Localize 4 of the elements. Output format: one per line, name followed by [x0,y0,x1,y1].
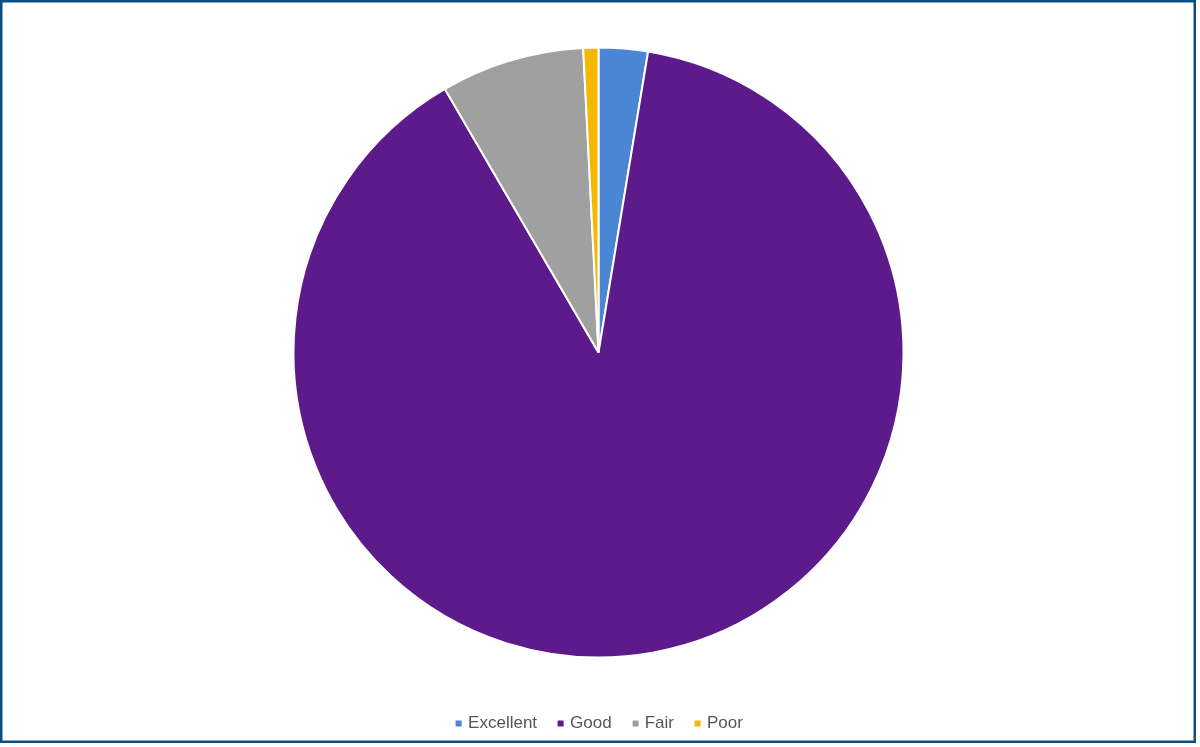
legend-label: Poor [706,713,743,733]
legend-label: Good [570,713,612,733]
legend-label: Fair [644,713,674,733]
legend-label: Excellent [468,713,538,733]
